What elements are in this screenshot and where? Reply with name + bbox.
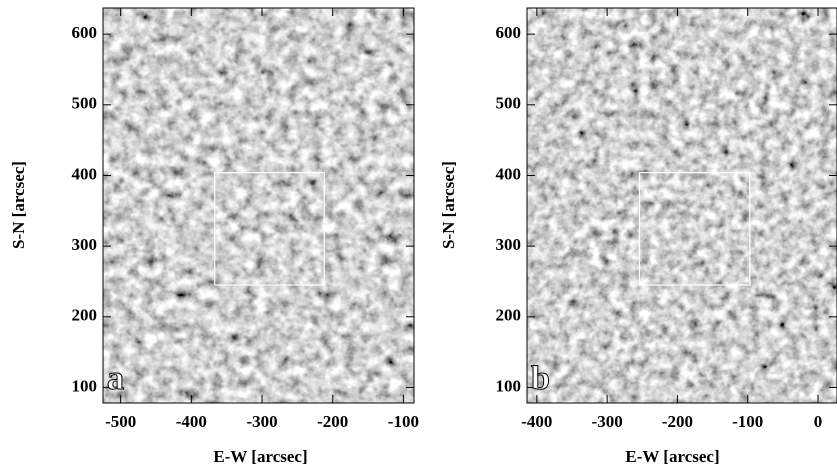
y-axis-label: S-N [arcsec] (439, 161, 458, 249)
x-tick-label: -300 (592, 412, 623, 431)
region-box (214, 172, 325, 286)
y-tick-label: 200 (496, 306, 522, 325)
x-tick-label: -400 (521, 412, 552, 431)
region-box (638, 172, 751, 286)
y-tick-label: 600 (496, 23, 522, 42)
x-tick-label: -200 (662, 412, 693, 431)
y-tick-label: 100 (72, 376, 98, 395)
y-tick-label: 100 (496, 376, 522, 395)
solar-image (103, 8, 414, 403)
y-tick-label: 500 (496, 94, 522, 113)
y-tick-label: 400 (72, 164, 98, 183)
solar-image (527, 8, 837, 403)
x-axis-label: E-W [arcsec] (213, 447, 307, 466)
x-tick-label: -200 (317, 412, 348, 431)
y-tick-label: 400 (496, 164, 522, 183)
x-tick-label: -100 (732, 412, 763, 431)
x-tick-label: 0 (814, 412, 823, 431)
y-tick-label: 300 (72, 235, 98, 254)
x-tick-label: -500 (105, 412, 136, 431)
x-axis-label: E-W [arcsec] (625, 447, 719, 466)
x-tick-label: -400 (176, 412, 207, 431)
x-tick-label: -300 (246, 412, 277, 431)
y-axis-label: S-N [arcsec] (9, 161, 28, 249)
y-tick-label: 600 (72, 23, 98, 42)
y-tick-label: 200 (72, 306, 98, 325)
panel-label: b (531, 360, 550, 397)
axes-frame (526, 7, 837, 404)
x-tick-label: -100 (388, 412, 419, 431)
axes-frame (102, 7, 415, 404)
panel-label: a (107, 360, 124, 397)
y-tick-label: 500 (72, 94, 98, 113)
y-tick-label: 300 (496, 235, 522, 254)
